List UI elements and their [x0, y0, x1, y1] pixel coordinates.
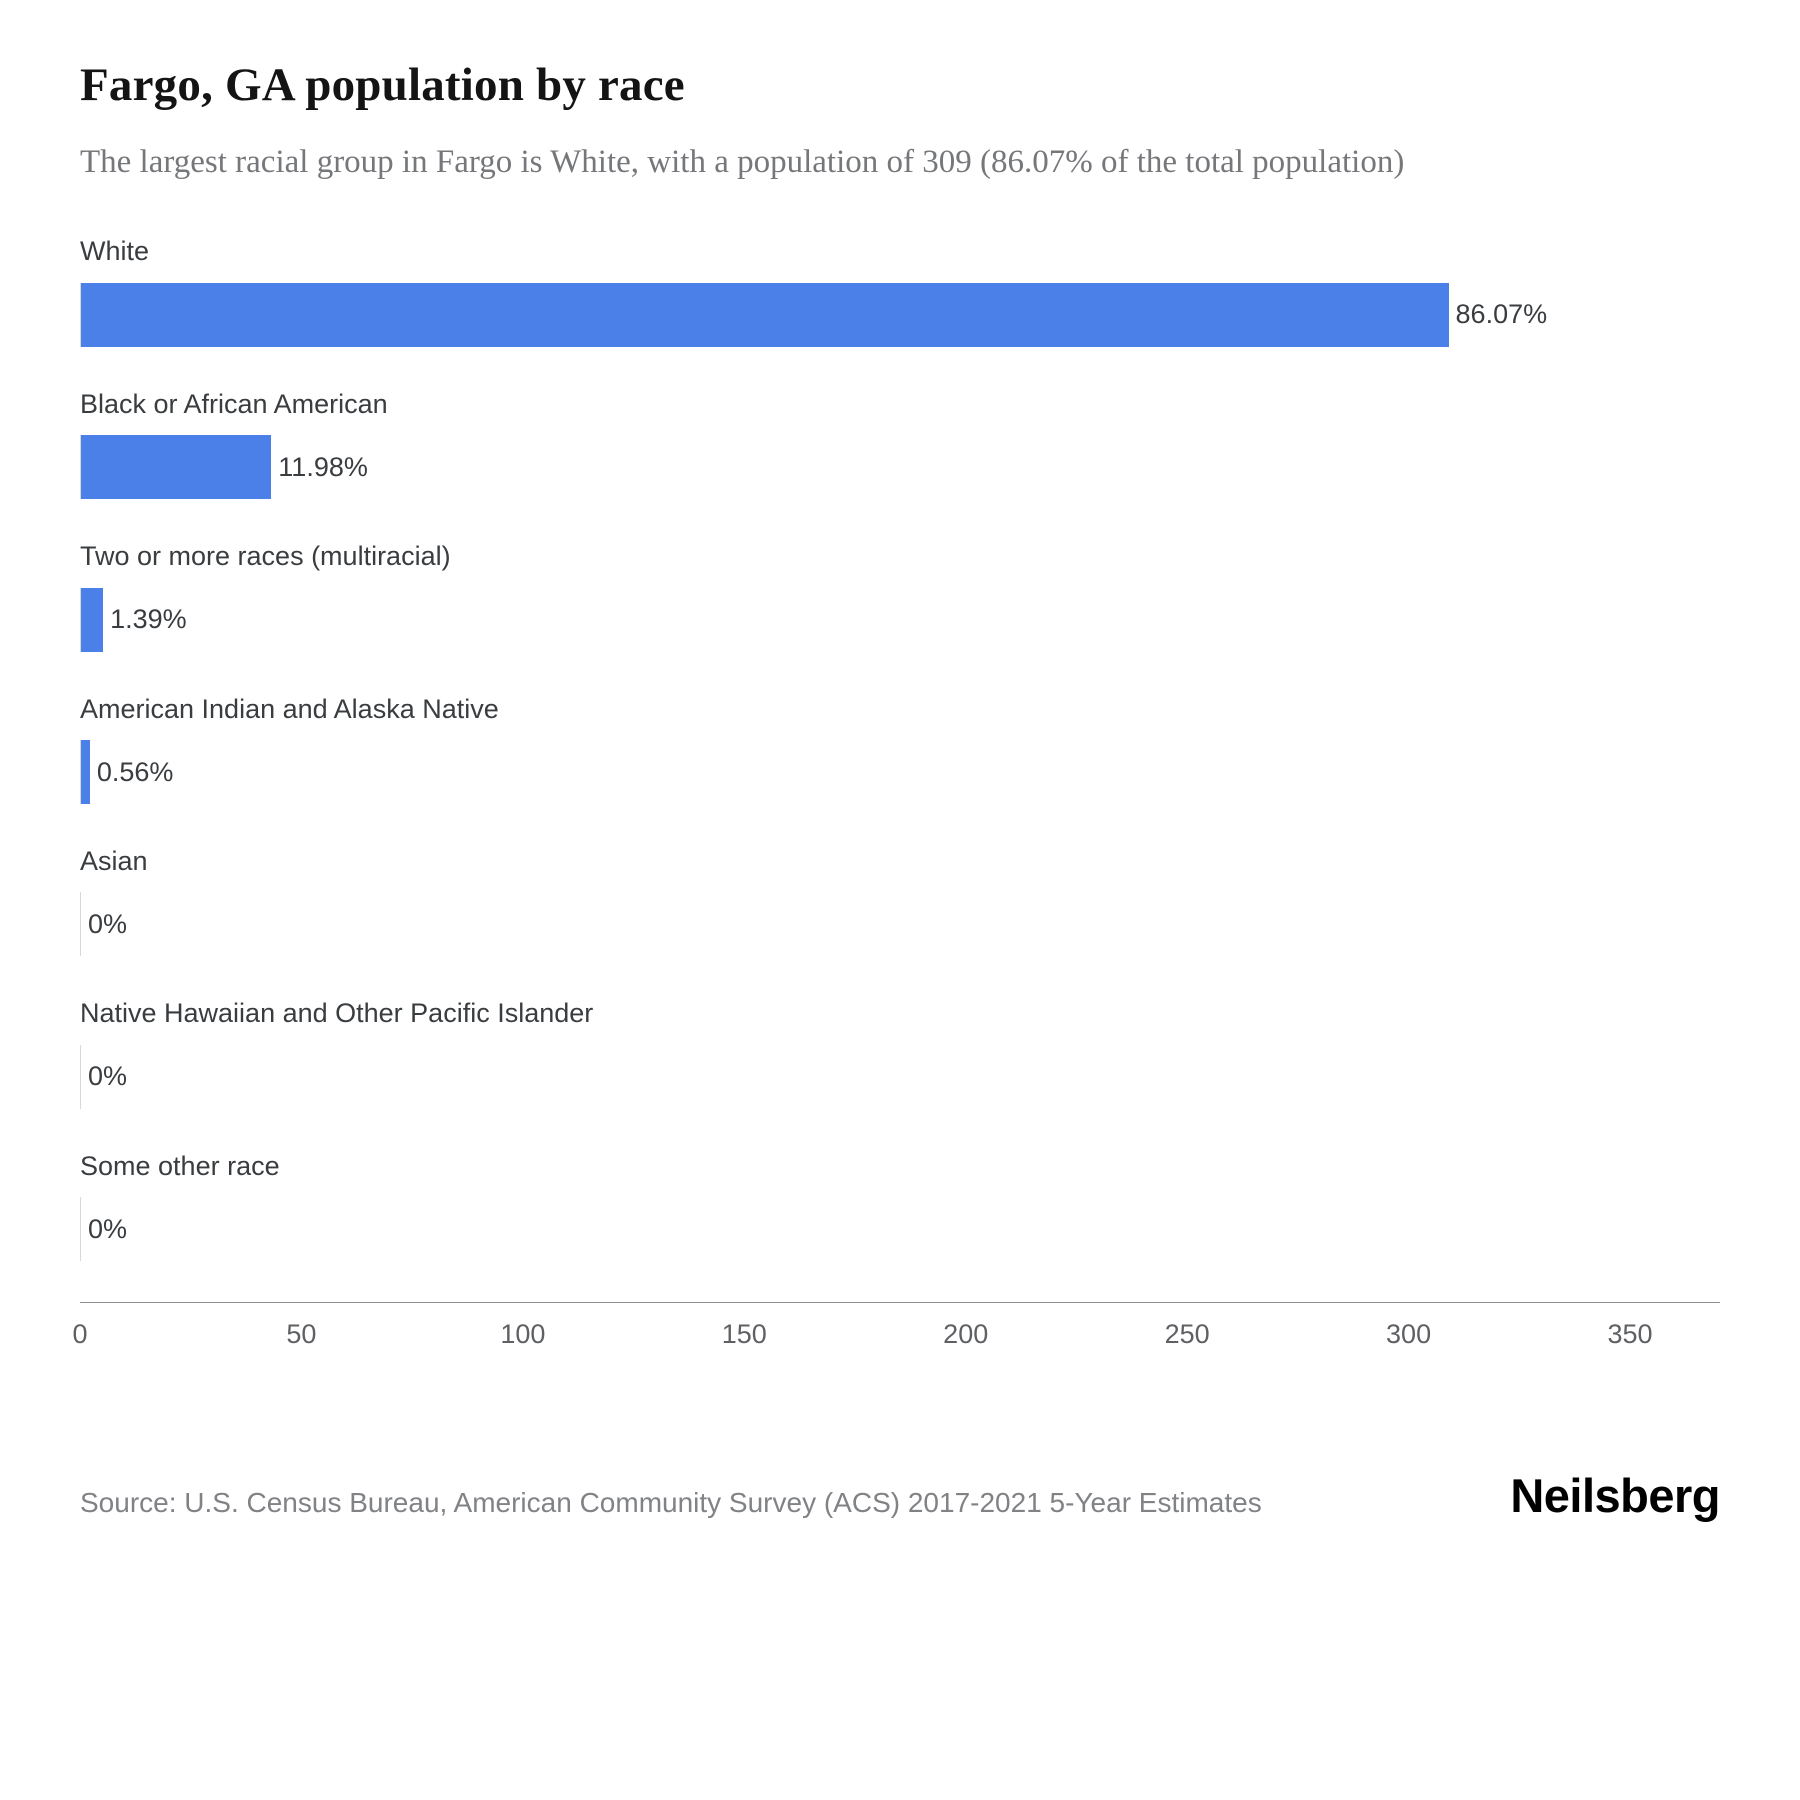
x-axis-tick: 50 [286, 1319, 317, 1350]
value-label: 0.56% [96, 756, 174, 787]
bar-track: 11.98% [80, 435, 1630, 500]
bar [81, 435, 272, 500]
page: Fargo, GA population by race The largest… [72, 59, 1720, 1359]
value-label: 0% [88, 1213, 128, 1244]
footer: Source: U.S. Census Bureau, American Com… [80, 1468, 1720, 1523]
x-axis-tick: 200 [943, 1319, 989, 1350]
chart-rows: White 86.07% Black or African American 11.9… [80, 235, 1720, 1262]
chart-subtitle: The largest racial group in Fargo is Whi… [80, 144, 1405, 180]
bar [81, 587, 104, 652]
x-axis-tick: 250 [1164, 1319, 1210, 1350]
chart-title: Fargo, GA population by race [80, 59, 685, 111]
value-label: 86.07% [1455, 299, 1548, 330]
category-label: Native Hawaiian and Other Pacific Island… [80, 998, 594, 1029]
category-label: Black or African American [80, 388, 388, 419]
x-axis-line: 0 50 100 150 200 250 300 350 [72, 1302, 1720, 1359]
bar-track: 86.07% [80, 282, 1630, 347]
x-axis-ticks: 0 50 100 150 200 250 300 350 [72, 1303, 1652, 1359]
x-axis-tick: 0 [72, 1319, 88, 1350]
category-label: White [80, 236, 150, 267]
bar-track: 0% [80, 892, 1630, 957]
chart-row: Asian 0% [80, 845, 1720, 957]
bar-track: 0% [80, 1044, 1630, 1109]
chart-row: American Indian and Alaska Native 0.56% [80, 693, 1720, 805]
bar [81, 740, 90, 805]
value-label: 1.39% [110, 604, 187, 635]
category-label: Two or more races (multiracial) [80, 541, 451, 572]
chart-row: White 86.07% [80, 235, 1720, 347]
x-axis-tick: 100 [500, 1319, 546, 1350]
category-label: Some other race [80, 1150, 280, 1181]
value-label: 11.98% [278, 451, 368, 482]
chart-row: Two or more races (multiracial) 1.39% [80, 540, 1720, 652]
bar-track: 0% [80, 1197, 1630, 1262]
category-label: Asian [80, 846, 148, 877]
category-label: American Indian and Alaska Native [80, 693, 499, 724]
bar-track: 0.56% [80, 740, 1630, 805]
neilsberg-logo: Neilsberg [1510, 1469, 1720, 1522]
x-axis-tick: 150 [721, 1319, 767, 1350]
source-text: Source: U.S. Census Bureau, American Com… [80, 1487, 1262, 1518]
bar [81, 282, 1449, 347]
bar-chart: White 86.07% Black or African American 11.9… [72, 235, 1720, 1359]
chart-row: Some other race 0% [80, 1150, 1720, 1262]
value-label: 0% [88, 1061, 128, 1092]
x-axis-tick: 300 [1386, 1319, 1432, 1350]
value-label: 0% [88, 908, 128, 939]
x-axis-tick: 350 [1607, 1319, 1653, 1350]
chart-row: Native Hawaiian and Other Pacific Island… [80, 997, 1720, 1109]
chart-row: Black or African American 11.98% [80, 388, 1720, 500]
bar-track: 1.39% [80, 587, 1630, 652]
